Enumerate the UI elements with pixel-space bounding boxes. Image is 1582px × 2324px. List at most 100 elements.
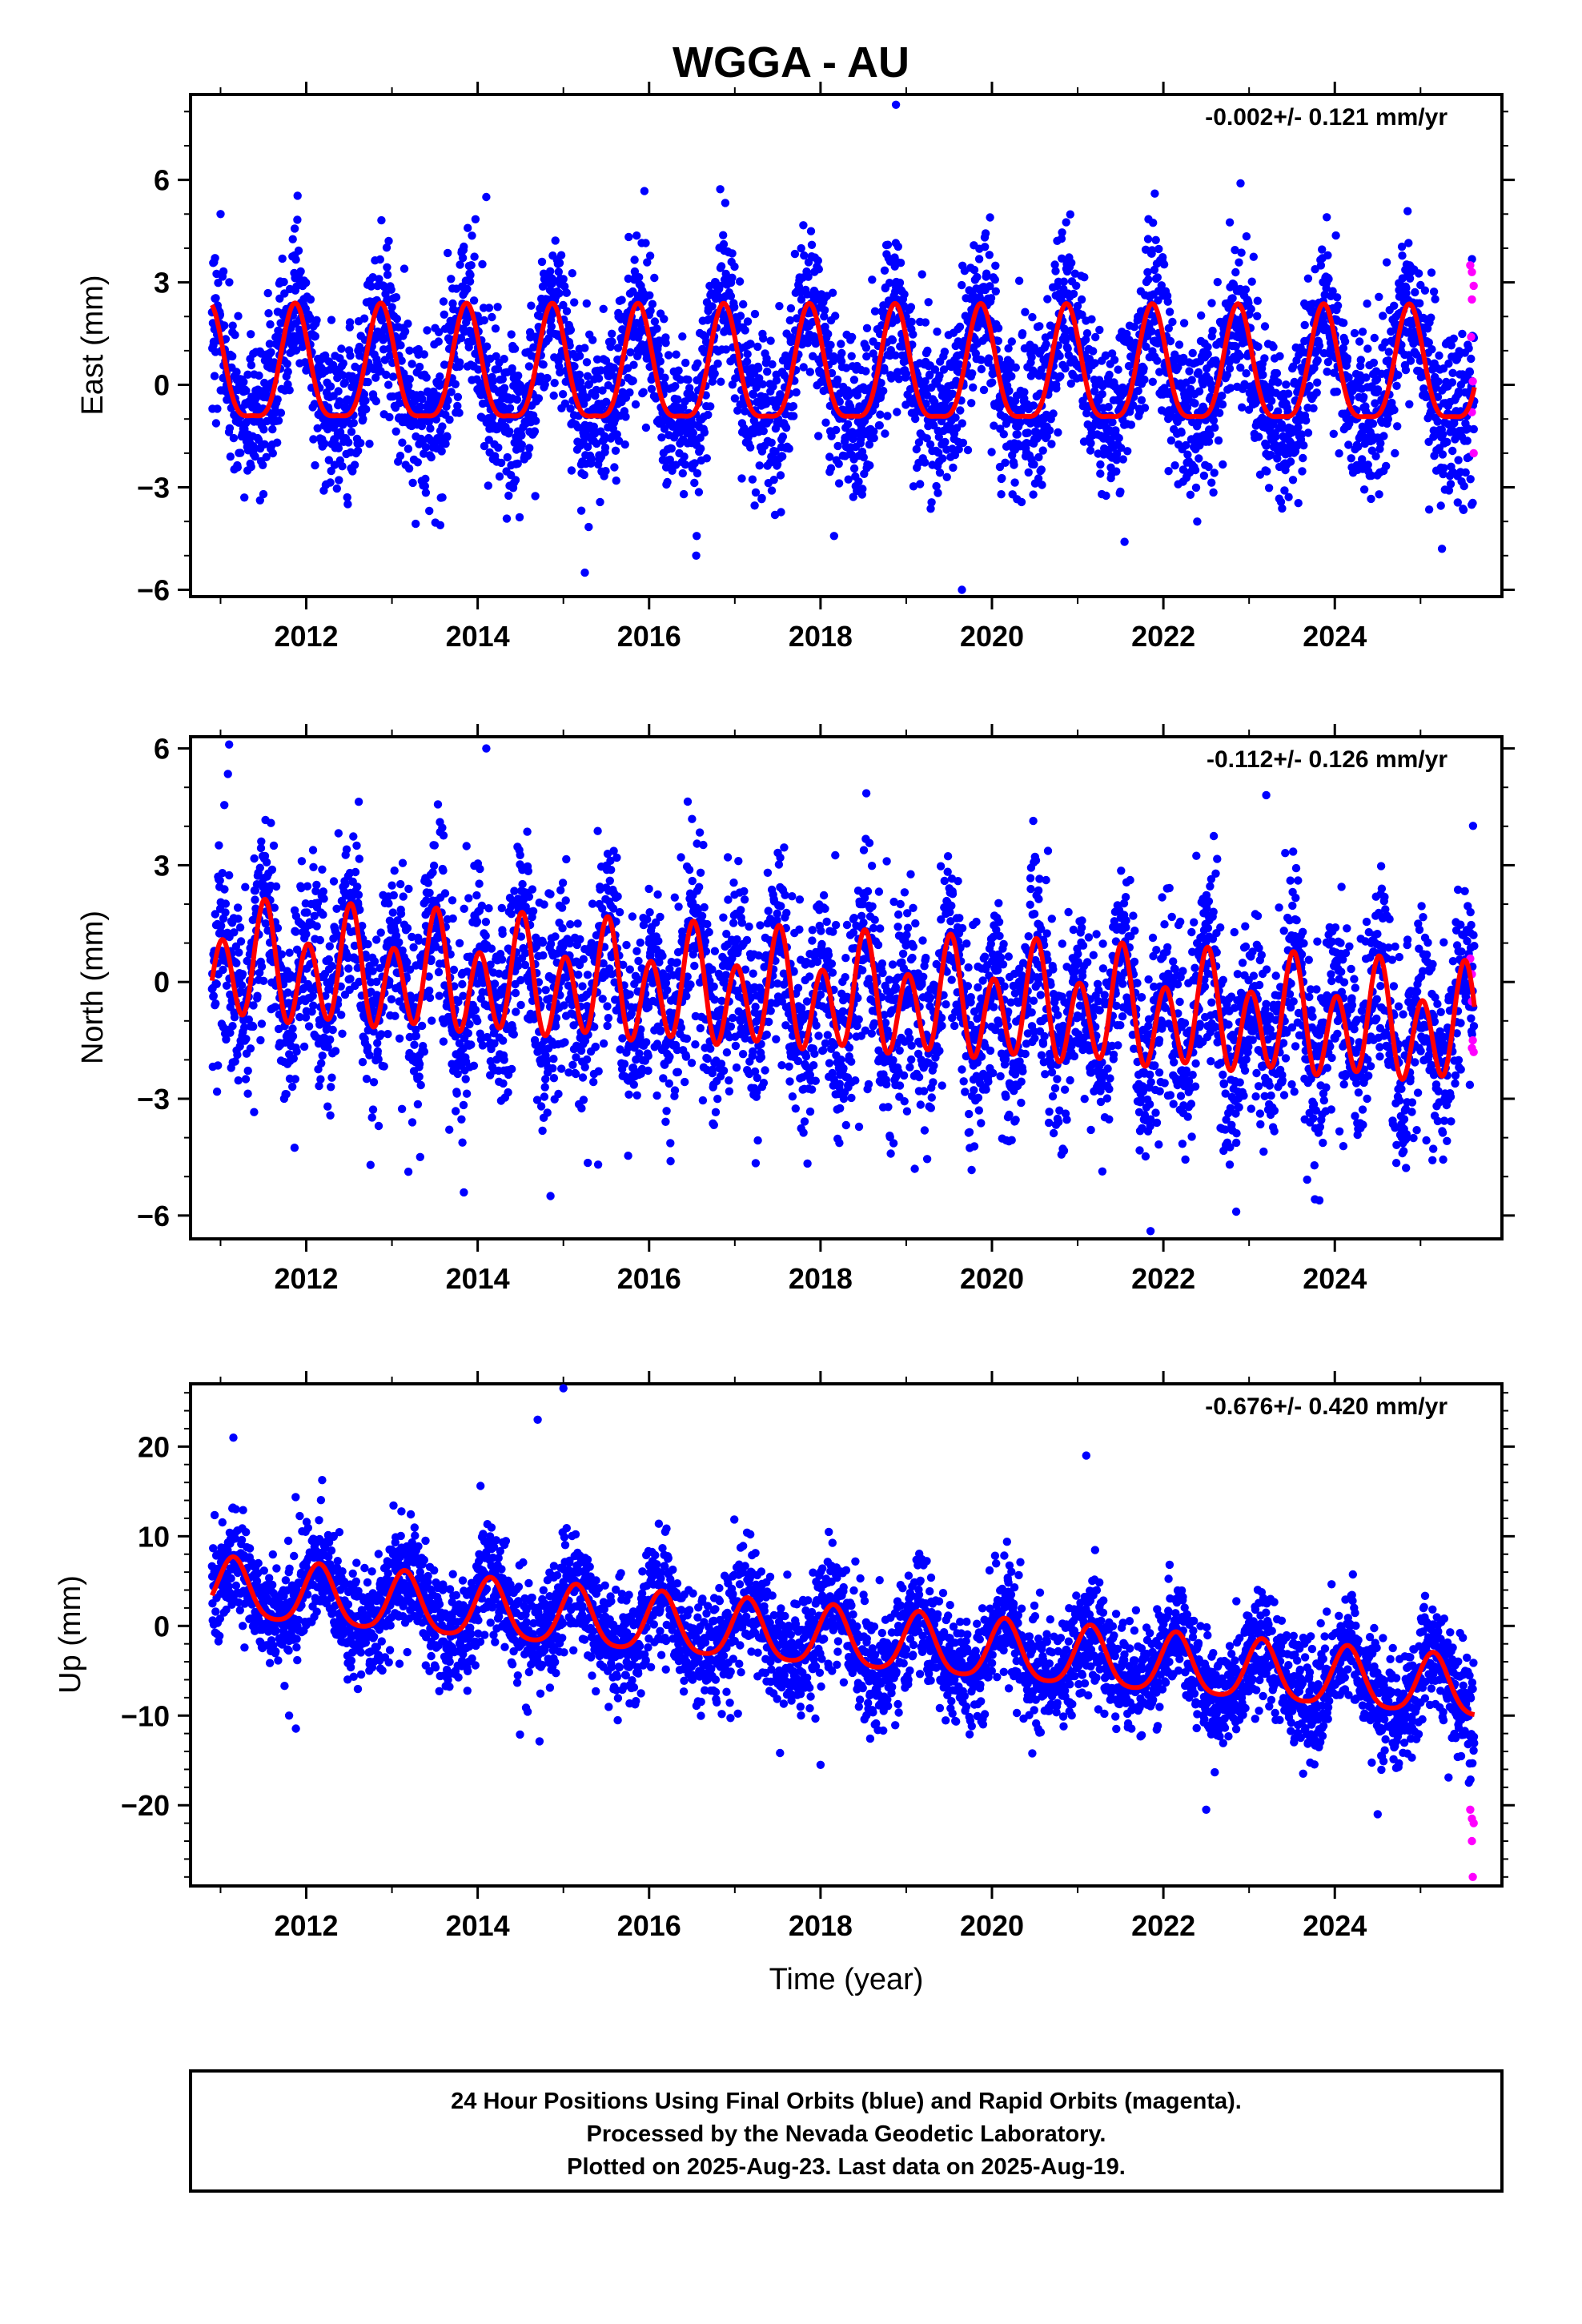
data-point xyxy=(1448,368,1457,377)
data-point xyxy=(647,384,656,393)
data-point xyxy=(1446,480,1456,489)
data-point xyxy=(1116,487,1125,497)
data-point xyxy=(1225,364,1235,373)
data-point xyxy=(537,257,547,267)
x-tick-label: 2016 xyxy=(617,620,681,653)
data-point xyxy=(690,459,699,468)
data-point xyxy=(916,480,925,489)
data-point xyxy=(1253,312,1262,320)
data-point xyxy=(821,418,830,427)
data-point xyxy=(757,493,766,503)
data-point xyxy=(212,979,221,989)
data-point xyxy=(767,438,776,447)
data-point xyxy=(439,297,448,306)
x-tick-label: 2024 xyxy=(1303,620,1367,653)
data-point xyxy=(267,865,277,875)
data-point xyxy=(700,428,709,437)
data-point xyxy=(1206,430,1215,439)
data-point xyxy=(1120,537,1129,546)
data-point xyxy=(540,380,549,389)
data-point xyxy=(926,505,935,513)
data-point xyxy=(424,417,433,427)
data-point xyxy=(876,410,885,419)
data-point xyxy=(940,348,950,356)
data-point xyxy=(332,484,341,493)
data-point xyxy=(363,939,372,949)
data-point xyxy=(335,476,343,485)
data-point xyxy=(241,1075,251,1084)
data-point xyxy=(1056,372,1065,380)
data-point xyxy=(1013,430,1022,439)
data-point xyxy=(249,1001,258,1010)
data-point xyxy=(214,279,223,287)
data-point xyxy=(560,399,570,408)
data-point xyxy=(367,282,375,291)
data-point xyxy=(631,400,640,409)
data-point xyxy=(977,356,986,364)
data-point xyxy=(348,467,357,476)
data-point xyxy=(710,369,719,378)
data-point xyxy=(1067,259,1076,267)
data-point xyxy=(759,334,768,343)
data-point xyxy=(655,336,664,345)
data-point xyxy=(1016,418,1025,427)
data-point xyxy=(421,474,430,484)
data-point xyxy=(1045,426,1054,435)
data-point xyxy=(471,215,480,223)
data-point xyxy=(214,1061,223,1070)
data-point xyxy=(500,384,509,392)
data-point xyxy=(1431,295,1439,304)
data-point xyxy=(1166,336,1175,346)
data-point xyxy=(268,424,277,434)
data-point xyxy=(917,270,926,279)
data-point xyxy=(934,448,943,457)
data-point xyxy=(1359,392,1368,401)
data-point xyxy=(517,431,526,440)
data-point xyxy=(1303,274,1313,283)
data-point xyxy=(592,385,601,395)
data-point xyxy=(1168,317,1177,327)
data-point xyxy=(648,300,657,308)
data-point xyxy=(549,391,558,400)
data-point xyxy=(1463,436,1472,445)
data-point xyxy=(704,410,713,420)
data-point xyxy=(1052,384,1061,393)
data-point xyxy=(351,867,360,877)
data-point xyxy=(418,395,427,404)
data-point xyxy=(689,428,697,437)
data-point xyxy=(326,382,335,391)
data-point xyxy=(263,288,272,298)
data-point xyxy=(303,908,311,917)
data-point xyxy=(1468,498,1477,508)
data-point xyxy=(1371,452,1380,460)
data-point xyxy=(1148,377,1158,386)
x-tick-label: 2018 xyxy=(789,620,853,653)
data-point xyxy=(641,423,651,432)
data-point xyxy=(211,419,221,428)
data-point xyxy=(1140,375,1149,384)
data-point xyxy=(327,962,336,971)
data-point xyxy=(858,485,867,493)
data-point xyxy=(404,464,414,473)
data-point xyxy=(693,468,702,478)
data-point xyxy=(1195,454,1203,463)
data-point xyxy=(865,461,874,470)
data-point xyxy=(1038,480,1046,489)
data-point xyxy=(1210,468,1219,477)
data-point xyxy=(306,313,315,322)
data-point xyxy=(741,407,749,416)
data-point xyxy=(1139,364,1148,373)
data-point xyxy=(318,865,327,875)
data-point xyxy=(1187,376,1196,384)
data-point xyxy=(283,360,291,368)
data-point xyxy=(555,259,564,267)
data-point xyxy=(900,290,909,299)
data-point xyxy=(862,352,871,361)
data-point xyxy=(355,342,364,352)
data-point xyxy=(524,450,532,460)
data-point xyxy=(251,452,259,461)
data-point xyxy=(379,283,389,292)
east-rate-text: -0.002+/- 0.121 mm/yr xyxy=(1205,104,1447,131)
